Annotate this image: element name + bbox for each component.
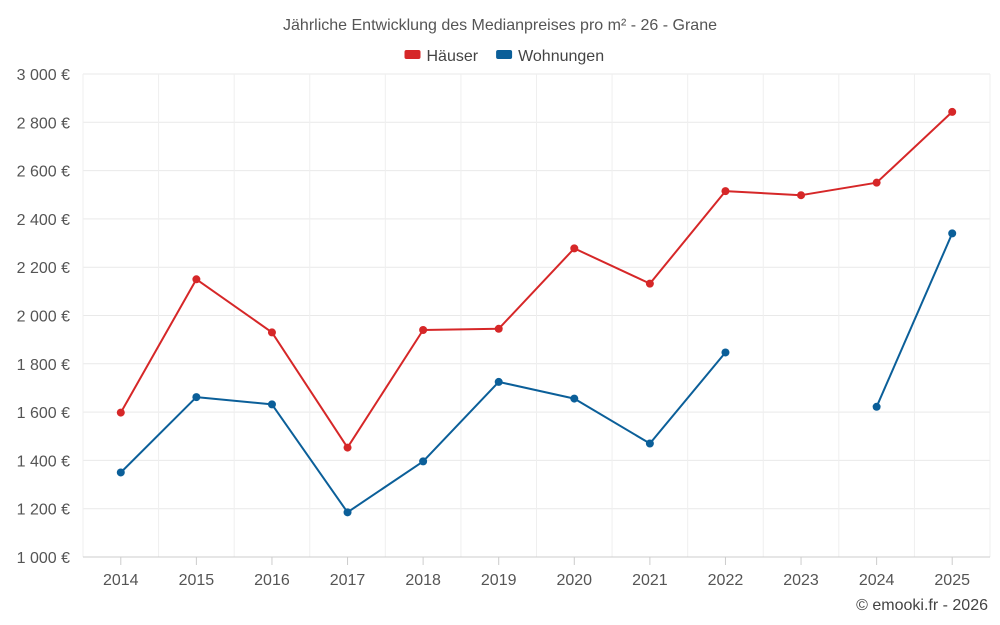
data-point-1 bbox=[343, 508, 352, 517]
x-tick-label: 2018 bbox=[405, 572, 441, 589]
y-tick-label: 1 000 € bbox=[17, 550, 70, 567]
data-point-1 bbox=[948, 229, 957, 238]
x-tick-label: 2020 bbox=[556, 572, 592, 589]
y-tick-label: 2 400 € bbox=[17, 212, 70, 229]
data-point-0 bbox=[494, 324, 503, 333]
data-point-1 bbox=[419, 457, 428, 466]
data-point-0 bbox=[267, 328, 276, 337]
y-tick-label: 2 600 € bbox=[17, 164, 70, 181]
grid bbox=[82, 73, 991, 558]
x-tick-label: 2019 bbox=[481, 572, 517, 589]
series-line-1 bbox=[875, 233, 954, 408]
x-tick-label: 2017 bbox=[330, 572, 366, 589]
data-point-0 bbox=[872, 178, 881, 187]
data-point-0 bbox=[797, 191, 806, 200]
y-tick-label: 3 000 € bbox=[17, 67, 70, 84]
x-tick-label: 2021 bbox=[632, 572, 668, 589]
x-tick-label: 2025 bbox=[934, 572, 970, 589]
y-axis: 1 000 € 1 200 € 1 400 € 1 600 € 1 800 € 2 000… bbox=[17, 67, 70, 567]
x-tick-label: 2014 bbox=[103, 572, 139, 589]
y-tick-label: 2 000 € bbox=[17, 309, 70, 326]
y-tick-label: 1 600 € bbox=[17, 405, 70, 422]
chart-title: Jährliche Entwicklung des Medianpreises … bbox=[283, 17, 717, 34]
data-point-1 bbox=[872, 402, 881, 411]
data-point-1 bbox=[116, 468, 125, 477]
x-axis: 2014 2015 2016 2017 2018 2019 2020 2021 2022 2023… bbox=[83, 556, 990, 589]
data-point-0 bbox=[343, 443, 352, 452]
legend-label: Wohnungen bbox=[518, 48, 604, 65]
legend-swatch bbox=[404, 50, 421, 59]
legend-label: Häuser bbox=[427, 48, 479, 65]
data-point-1 bbox=[494, 377, 503, 386]
data-point-0 bbox=[721, 187, 730, 196]
x-tick-label: 2023 bbox=[783, 572, 819, 589]
x-tick-label: 2016 bbox=[254, 572, 290, 589]
y-tick-label: 1 400 € bbox=[17, 453, 70, 470]
legend: Häuser Wohnungen bbox=[404, 48, 604, 65]
credit-text: © emooki.fr - 2026 bbox=[856, 597, 988, 614]
data-point-0 bbox=[948, 107, 957, 116]
data-point-0 bbox=[645, 279, 654, 288]
data-point-0 bbox=[570, 244, 579, 253]
y-tick-label: 2 800 € bbox=[17, 115, 70, 132]
x-tick-label: 2024 bbox=[859, 572, 895, 589]
data-point-1 bbox=[645, 439, 654, 448]
data-point-1 bbox=[192, 393, 201, 402]
x-tick-label: 2022 bbox=[708, 572, 744, 589]
series-points bbox=[116, 107, 957, 517]
data-point-1 bbox=[267, 400, 276, 409]
x-tick-label: 2015 bbox=[179, 572, 215, 589]
data-point-0 bbox=[419, 325, 428, 334]
data-point-1 bbox=[721, 348, 730, 357]
series-line-1 bbox=[120, 351, 727, 514]
data-point-0 bbox=[192, 275, 201, 284]
legend-swatch bbox=[496, 50, 513, 59]
data-point-0 bbox=[116, 408, 125, 417]
series-line-0 bbox=[119, 111, 953, 449]
y-tick-label: 2 200 € bbox=[17, 260, 70, 277]
data-point-1 bbox=[570, 394, 579, 403]
y-tick-label: 1 800 € bbox=[17, 357, 70, 374]
y-tick-label: 1 200 € bbox=[17, 502, 70, 519]
